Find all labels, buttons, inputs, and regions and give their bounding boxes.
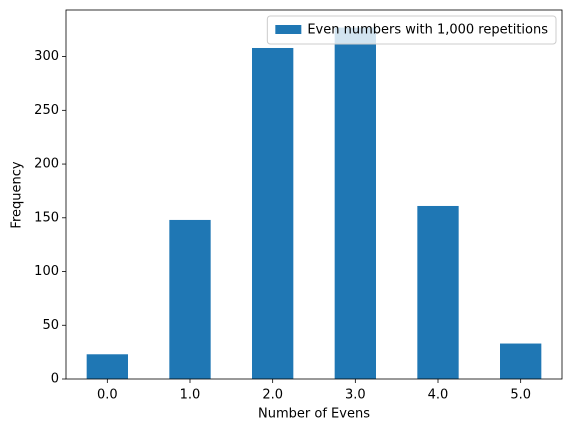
bar bbox=[86, 354, 128, 379]
x-tick-label: 4.0 bbox=[428, 388, 449, 403]
y-tick-label: 300 bbox=[34, 49, 59, 64]
y-tick-label: 50 bbox=[42, 318, 59, 333]
bar bbox=[334, 27, 376, 379]
plot-frame bbox=[65, 9, 563, 380]
y-tick-label: 100 bbox=[34, 264, 59, 279]
bar bbox=[417, 205, 459, 379]
y-tick-label: 200 bbox=[34, 157, 59, 172]
x-tick-label: 3.0 bbox=[345, 388, 366, 403]
bar bbox=[169, 219, 211, 379]
x-axis-label: Number of Evens bbox=[258, 407, 370, 422]
x-tick-label: 1.0 bbox=[180, 388, 201, 403]
y-tick-label: 150 bbox=[34, 210, 59, 225]
legend-label: Even numbers with 1,000 repetitions bbox=[307, 23, 548, 38]
legend-box bbox=[266, 15, 557, 45]
bar bbox=[500, 343, 542, 379]
legend: Even numbers with 1,000 repetitions bbox=[266, 15, 557, 45]
y-axis-label: Frequency bbox=[10, 161, 25, 228]
x-tick-label: 0.0 bbox=[97, 388, 118, 403]
y-tick-label: 0 bbox=[51, 372, 59, 387]
x-tick-label: 5.0 bbox=[510, 388, 531, 403]
legend-swatch bbox=[275, 25, 302, 34]
bar bbox=[252, 47, 294, 380]
y-tick-label: 250 bbox=[34, 103, 59, 118]
x-tick-label: 2.0 bbox=[262, 388, 283, 403]
